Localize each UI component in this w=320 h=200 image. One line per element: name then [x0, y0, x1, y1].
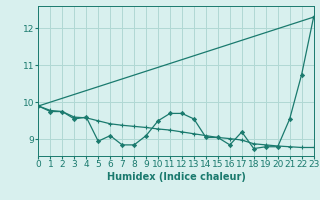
- X-axis label: Humidex (Indice chaleur): Humidex (Indice chaleur): [107, 172, 245, 182]
